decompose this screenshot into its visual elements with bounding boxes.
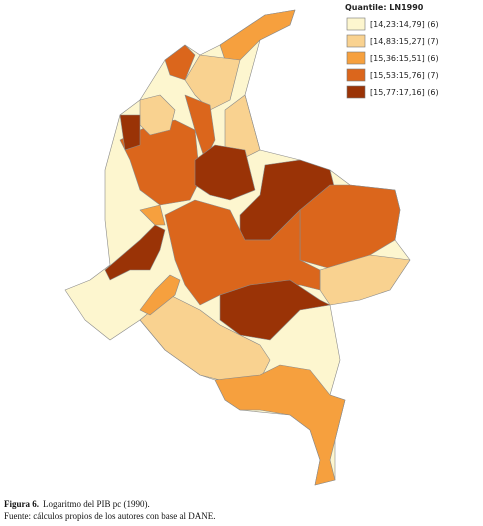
region bbox=[224, 94, 261, 161]
region bbox=[194, 144, 256, 201]
legend-swatch bbox=[346, 34, 366, 48]
caption-label: Figura 6. bbox=[4, 499, 39, 509]
caption-source: Fuente: cálculos propios de los autores … bbox=[4, 511, 215, 521]
region bbox=[139, 204, 166, 226]
region bbox=[164, 44, 196, 81]
region bbox=[184, 54, 241, 111]
region bbox=[104, 224, 166, 281]
legend: Quantile: LN1990 [14,23:14,79] (6) [14,83… bbox=[345, 3, 439, 99]
map bbox=[64, 9, 411, 486]
region bbox=[214, 364, 346, 486]
legend-swatch bbox=[346, 68, 366, 82]
region bbox=[219, 279, 331, 341]
legend-label: [15,36:15,51] (6) bbox=[370, 54, 439, 63]
region bbox=[319, 254, 411, 306]
legend-title: Quantile: LN1990 bbox=[345, 3, 424, 12]
legend-swatch bbox=[346, 85, 366, 99]
legend-label: [15,77:17,16] (6) bbox=[370, 88, 439, 97]
legend-label: [15,53:15,76] (7) bbox=[370, 71, 439, 80]
legend-swatch bbox=[346, 51, 366, 65]
region bbox=[139, 294, 271, 386]
region bbox=[219, 9, 296, 61]
legend-swatch bbox=[346, 17, 366, 31]
caption-text: Logaritmo del PIB pc (1990). bbox=[43, 499, 150, 509]
legend-label: [14,83:15,27] (7) bbox=[370, 37, 439, 46]
legend-label: [14,23:14,79] (6) bbox=[370, 20, 439, 29]
region bbox=[119, 114, 141, 151]
caption: Figura 6. Logaritmo del PIB pc (1990). bbox=[4, 499, 150, 509]
region bbox=[139, 274, 181, 316]
region bbox=[164, 199, 321, 306]
